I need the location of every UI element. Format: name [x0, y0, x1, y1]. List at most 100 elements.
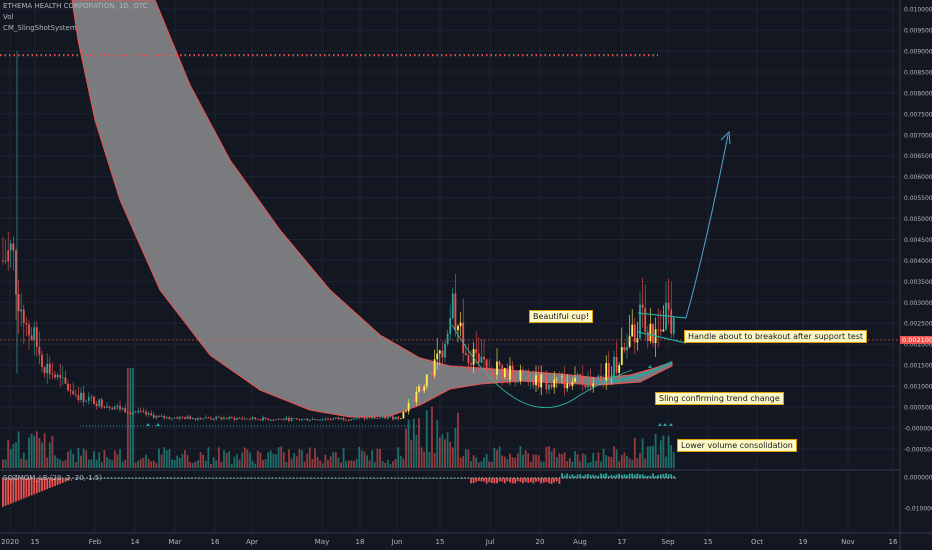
volume-bar [181, 453, 184, 468]
volume-bar [259, 452, 262, 468]
momentum-bar [2, 478, 4, 507]
candle-body [67, 383, 69, 391]
candle-body [77, 395, 80, 400]
candle-body [379, 417, 381, 419]
candle-body [72, 391, 75, 395]
sling-signal-marker [658, 423, 662, 426]
volume-bar [275, 454, 277, 468]
squeeze-dot [604, 477, 606, 479]
candle-body [402, 411, 405, 419]
candle-body [137, 410, 140, 413]
momentum-bar [524, 478, 527, 483]
volume-bar [545, 446, 548, 468]
momentum-bar [7, 478, 10, 505]
squeeze-dot [198, 477, 200, 479]
squeeze-dot [51, 477, 53, 479]
candle-body [269, 419, 272, 421]
volume-bar [54, 455, 56, 468]
volume-bar [59, 459, 62, 468]
y-tick-label: 0.002500 [904, 321, 932, 328]
candle-body [41, 354, 43, 367]
volume-bar [329, 456, 332, 468]
squeeze-dot [61, 477, 64, 479]
volume-bar [581, 453, 584, 468]
momentum-bar [610, 474, 613, 478]
y-tick-label: 0.003000 [904, 300, 932, 307]
momentum-bar [332, 478, 335, 479]
candle-body [659, 329, 662, 332]
volume-bar [267, 452, 270, 468]
volume-bar [280, 446, 283, 468]
volume-bar [524, 450, 527, 468]
candle-body [251, 417, 254, 420]
volume-bar [493, 447, 496, 468]
momentum-bar [529, 478, 532, 483]
volume-bar [319, 460, 322, 468]
volume-bar [392, 461, 394, 468]
candle-body [581, 377, 584, 385]
sling-signal-marker [146, 423, 150, 426]
momentum-bar [592, 474, 595, 478]
momentum-bar [402, 478, 405, 479]
momentum-bar [516, 478, 519, 482]
volume-bar [85, 450, 88, 468]
volume-bar [80, 455, 82, 468]
volume-bar [459, 457, 462, 468]
handle-annotation[interactable]: Handle about to breakout after support t… [684, 330, 868, 343]
momentum-bar [20, 478, 23, 500]
volume-bar [165, 450, 168, 468]
y-tick-label: 0.003500 [904, 279, 932, 286]
candle-body [56, 374, 59, 378]
x-tick-label: May [315, 538, 329, 546]
squeeze-dot [401, 477, 403, 479]
candle-body [649, 323, 652, 342]
candle-body [272, 419, 275, 421]
candle-body [506, 367, 509, 380]
sling-annotation[interactable]: Sling confirming trend change [655, 392, 784, 405]
volume-bar [332, 452, 335, 468]
volume-bar [571, 461, 574, 468]
squeeze-dot [135, 477, 137, 479]
volume-bar [446, 432, 449, 468]
volume-bar [116, 454, 119, 468]
volume-bar [662, 435, 665, 468]
volume-bar [605, 455, 608, 468]
volume-bar [111, 460, 114, 468]
squeeze-dot [5, 477, 8, 479]
momentum-bar [659, 474, 662, 478]
volume-bar [17, 431, 20, 468]
momentum-bar [220, 478, 223, 479]
momentum-bar [545, 478, 548, 483]
volume-bar [220, 462, 223, 468]
volume-bar [451, 447, 454, 468]
momentum-bar [262, 478, 264, 479]
squeeze-dot [625, 477, 627, 479]
squeeze-dot [383, 477, 386, 479]
momentum-bar [613, 475, 615, 478]
squeeze-dot [138, 477, 141, 479]
volume-annotation[interactable]: Lower volume consolidation [677, 439, 797, 452]
candle-body [459, 322, 462, 326]
x-tick-label: Sep [661, 538, 675, 546]
candle-body [82, 392, 85, 402]
candle-body [285, 417, 288, 420]
squeeze-dot [362, 477, 365, 479]
candle-body [389, 416, 392, 418]
squeeze-dot [341, 477, 344, 479]
volume-bar [4, 459, 7, 468]
volume-bar [204, 460, 207, 468]
candle-body [558, 377, 561, 379]
volume-bar [256, 450, 259, 468]
squeeze-dot [23, 477, 25, 479]
volume-bar [103, 450, 106, 468]
squeeze-dot [303, 477, 305, 479]
squeeze-dot [523, 477, 526, 479]
volume-bar [594, 460, 597, 468]
sling-signal-marker [610, 375, 614, 378]
candle-body [202, 418, 205, 420]
volume-bar [501, 455, 504, 468]
volume-bar [389, 463, 392, 468]
candle-body [233, 417, 236, 420]
cup-annotation[interactable]: Beautiful cup! [529, 310, 594, 323]
